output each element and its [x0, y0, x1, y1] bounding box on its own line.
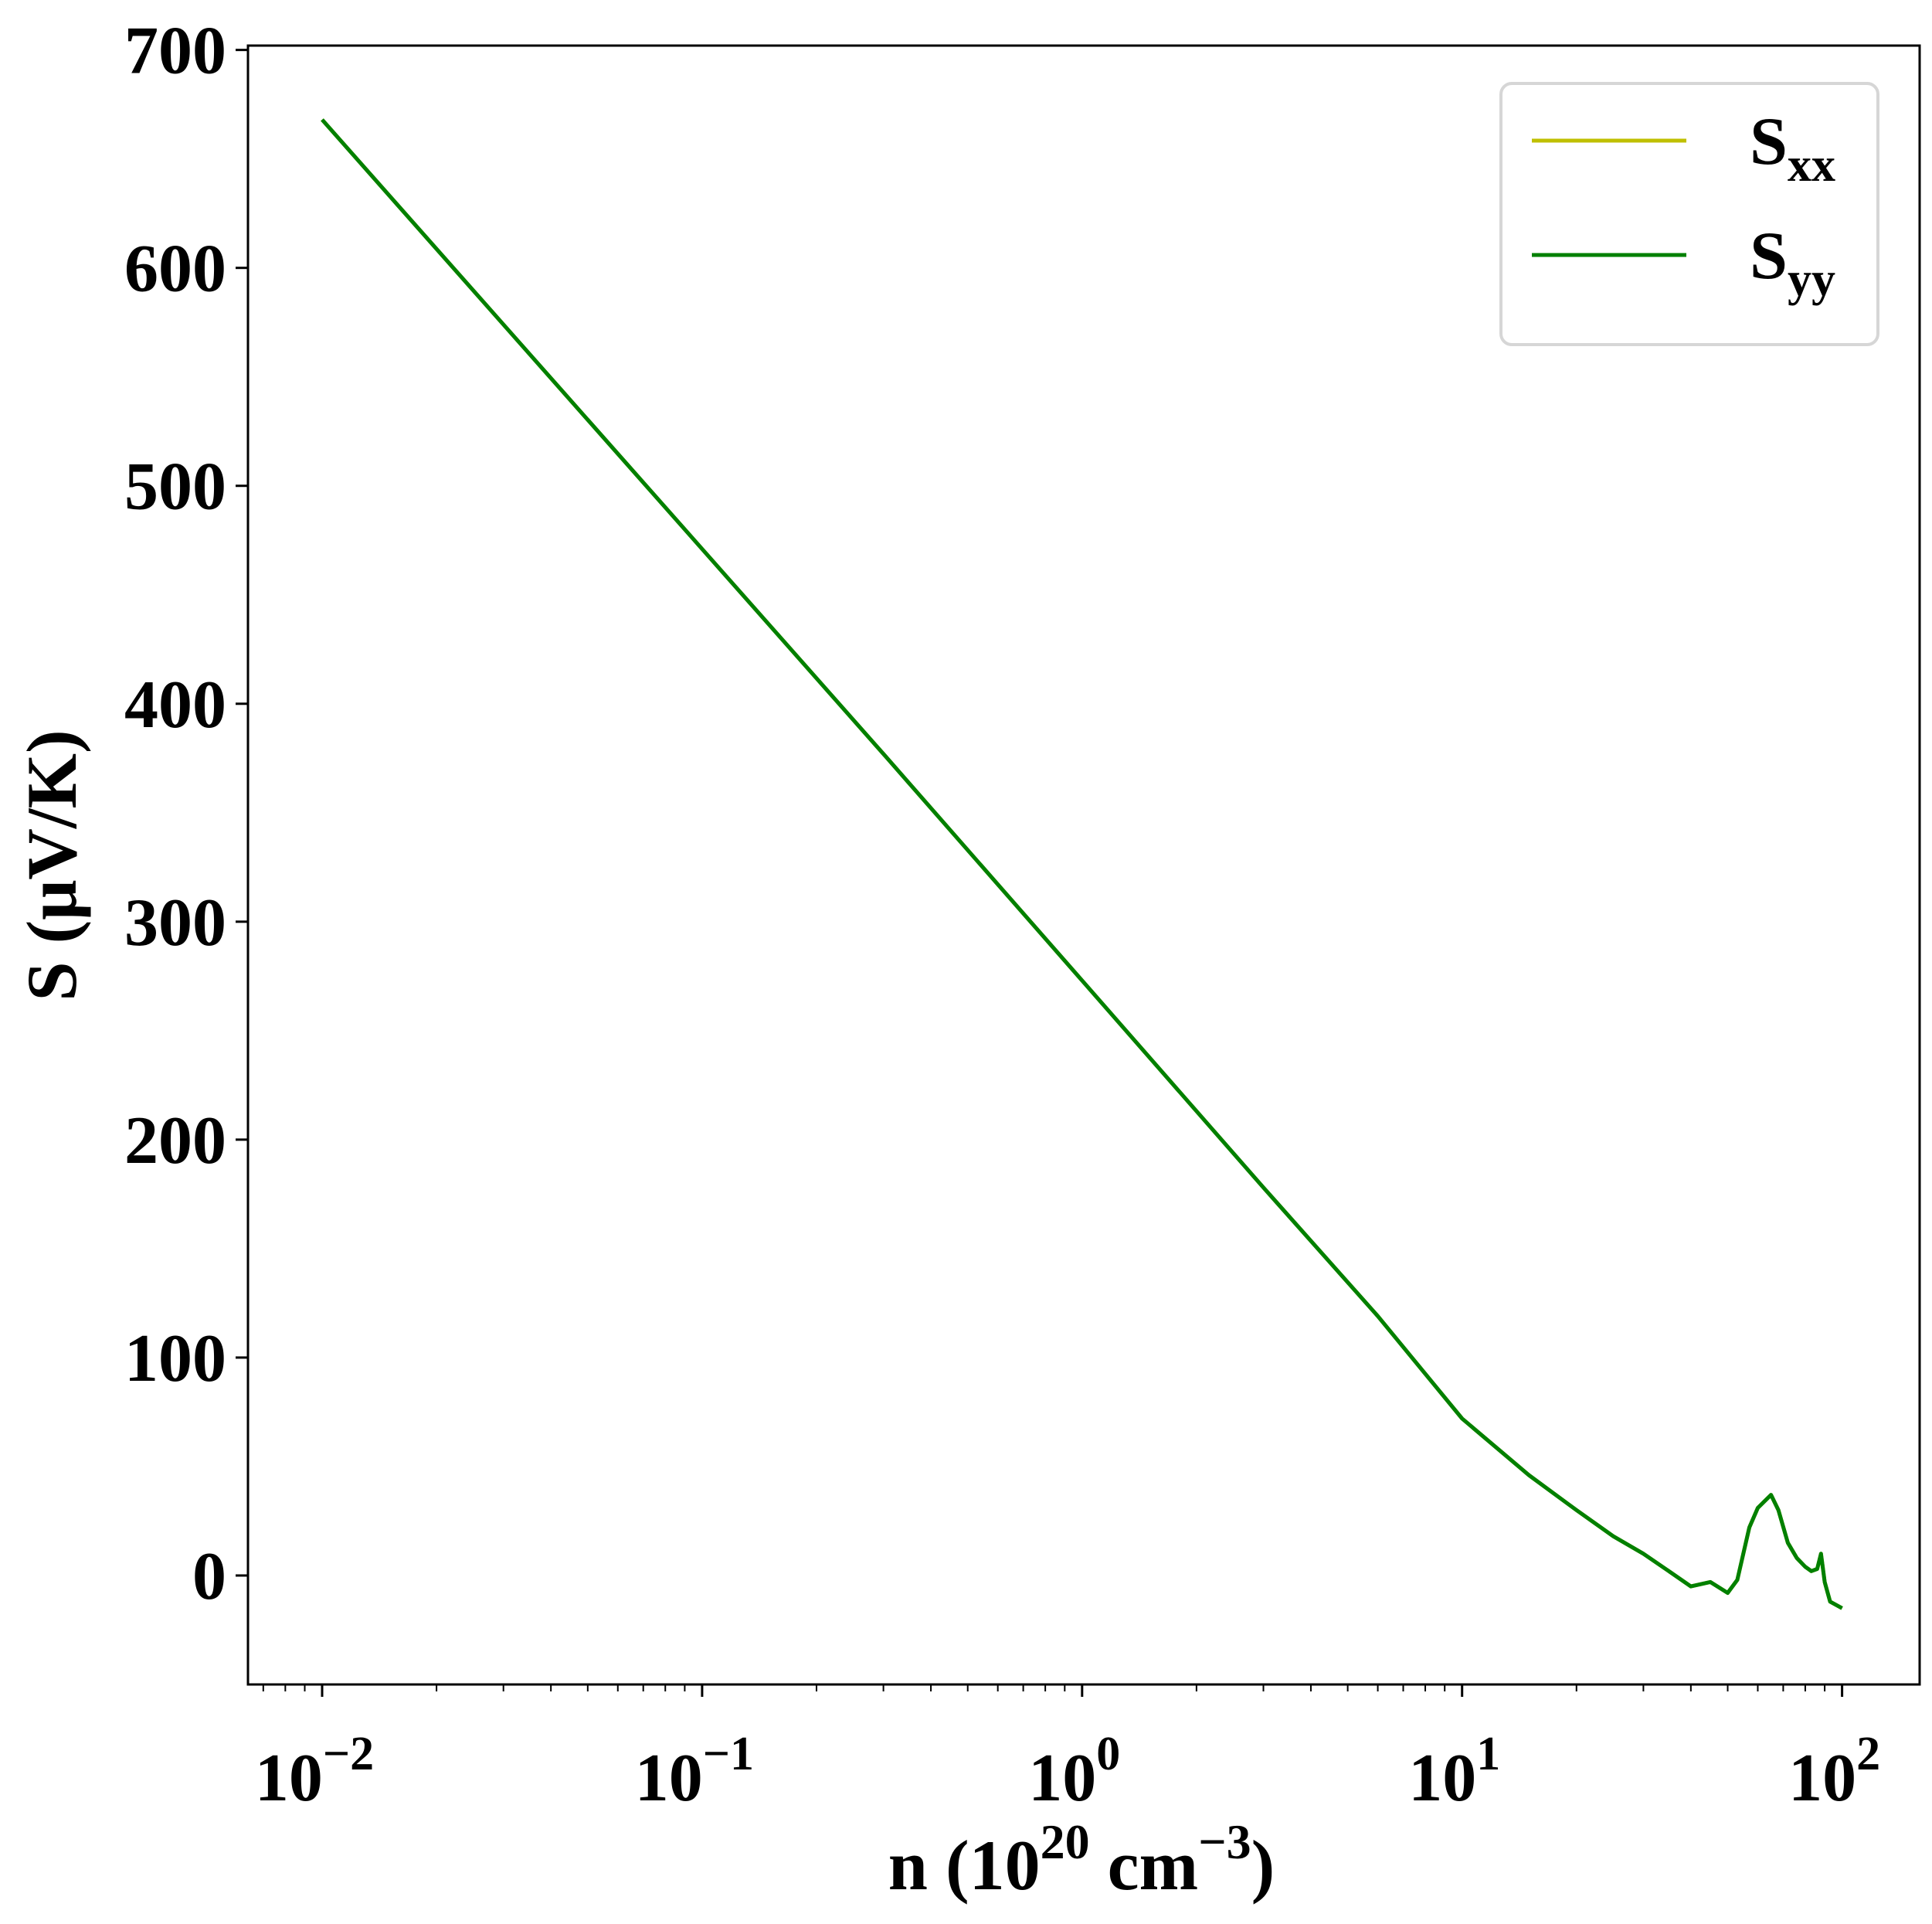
axes-frame — [246, 44, 1921, 1686]
x-label-end: ) — [1251, 1826, 1275, 1905]
x-tick-base: 10 — [255, 1741, 323, 1816]
y-tick-label: 200 — [124, 1103, 226, 1178]
y-tick-label: 300 — [124, 886, 226, 960]
x-tick-label: 100 — [1028, 1728, 1120, 1816]
plot-area — [321, 118, 1843, 1610]
x-label-exp2: −3 — [1198, 1814, 1251, 1869]
y-tick-label: 100 — [124, 1321, 226, 1396]
x-tick-label: 10−1 — [635, 1728, 754, 1816]
x-tick-base: 10 — [635, 1741, 703, 1816]
x-tick-exp: −1 — [703, 1728, 754, 1780]
x-tick-base: 10 — [1028, 1741, 1096, 1816]
y-axis-label: S (μV/K) — [12, 729, 91, 1001]
legend-label-Syy: Syy — [1750, 219, 1835, 306]
y-tick-label: 700 — [124, 14, 226, 89]
x-tick-exp: 0 — [1096, 1728, 1120, 1780]
legend-label-base: S — [1750, 219, 1788, 294]
x-tick-exp: −2 — [323, 1728, 374, 1780]
legend-frame — [1499, 82, 1879, 346]
x-tick-label: 101 — [1408, 1728, 1500, 1816]
legend-label-sub: xx — [1788, 139, 1835, 192]
x-tick-exp: 2 — [1856, 1728, 1880, 1780]
y-tick-label: 400 — [124, 668, 226, 743]
x-label-exp: 20 — [1041, 1814, 1090, 1869]
y-tick-label: 500 — [124, 450, 226, 525]
x-label-base: n (10 — [888, 1826, 1041, 1905]
series-line-Syy — [321, 118, 1843, 1610]
x-label-mid: cm — [1090, 1826, 1198, 1905]
legend-label-sub: yy — [1788, 253, 1835, 306]
x-tick-label: 102 — [1788, 1728, 1880, 1816]
x-tick-exp: 1 — [1476, 1728, 1500, 1780]
y-tick-label: 600 — [124, 232, 226, 307]
x-axis-label: n (1020 cm−3) — [888, 1814, 1275, 1905]
x-tick-label: 10−2 — [255, 1728, 374, 1816]
legend-label-Sxx: Sxx — [1750, 104, 1835, 192]
x-tick-base: 10 — [1408, 1741, 1476, 1816]
x-tick-base: 10 — [1788, 1741, 1856, 1816]
y-tick-label: 0 — [192, 1539, 226, 1614]
legend-label-base: S — [1750, 104, 1788, 179]
